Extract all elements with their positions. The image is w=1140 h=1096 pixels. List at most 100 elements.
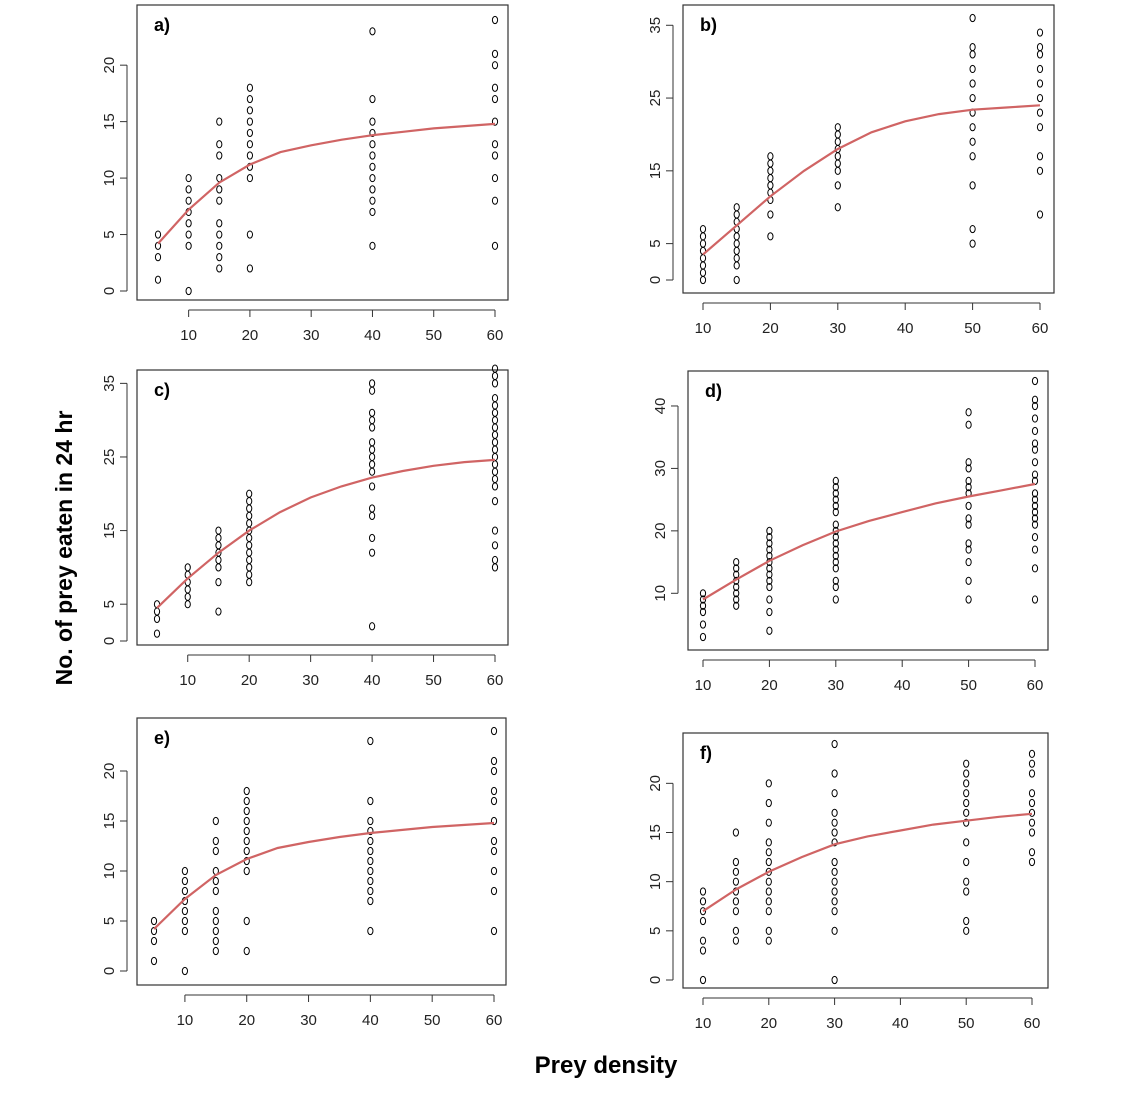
data-point [832, 532, 839, 542]
data-point [491, 563, 499, 572]
data-point [216, 117, 223, 126]
data-point [491, 49, 499, 58]
data-point [216, 230, 223, 239]
data-point [491, 445, 499, 454]
data-point [699, 601, 707, 610]
y-tick-label: 5 [647, 927, 664, 935]
data-point [733, 570, 740, 579]
data-point [491, 15, 499, 25]
panel-d: 10 20 30 40 50 60 10 20 30 40 d) [652, 370, 1049, 694]
data-point [154, 230, 162, 239]
data-point [831, 818, 838, 827]
data-point [969, 224, 976, 234]
data-point [766, 626, 773, 635]
data-point [969, 43, 976, 52]
x-tick-label: 40 [362, 1012, 379, 1029]
data-point [834, 130, 841, 139]
panel-c: 10 20 30 40 50 60 0 5 15 25 35 c) [101, 364, 509, 689]
data-point [733, 601, 740, 610]
data-point [1028, 818, 1036, 827]
x-tick-label: 40 [364, 672, 381, 689]
y-axis-title: No. of prey eaten in 24 hr [51, 411, 77, 686]
data-point [732, 907, 740, 916]
data-point [491, 196, 499, 205]
data-point [765, 838, 772, 847]
data-point [368, 379, 376, 388]
data-point [1036, 152, 1044, 161]
data-point [181, 866, 189, 876]
data-point [831, 975, 838, 985]
data-point [1036, 93, 1044, 103]
data-point [965, 514, 972, 523]
data-point [181, 916, 189, 926]
fitted-curve [153, 821, 495, 930]
data-point [765, 818, 772, 827]
data-point [491, 117, 499, 126]
data-point [491, 83, 499, 92]
data-point [699, 239, 707, 248]
data-point [1031, 439, 1039, 448]
data-point [733, 564, 740, 573]
data-point [490, 886, 498, 896]
data-point [1031, 495, 1039, 504]
data-point [1036, 64, 1044, 74]
y-tick-label: 15 [101, 522, 118, 539]
data-point [965, 520, 972, 529]
data-point [216, 151, 223, 160]
fitted-curve [702, 104, 1041, 256]
data-point [368, 445, 376, 454]
data-point [699, 897, 707, 906]
data-point [243, 836, 250, 846]
data-point [368, 482, 376, 491]
data-point [1028, 789, 1036, 798]
y-tick-label: 20 [101, 57, 118, 74]
data-point [246, 140, 254, 149]
data-point [1031, 489, 1039, 498]
y-tick-label: 35 [101, 375, 118, 392]
data-point [491, 460, 499, 469]
data-point [491, 393, 499, 403]
x-tick-label: 50 [425, 672, 442, 689]
data-point [831, 769, 838, 778]
data-point [246, 128, 254, 138]
x-tick-label: 10 [695, 1015, 712, 1032]
data-point [699, 620, 707, 629]
data-point [490, 766, 498, 776]
y-tick-label: 20 [647, 775, 664, 792]
data-point [1031, 532, 1039, 542]
y-tick-label: 0 [101, 967, 118, 975]
data-point [1036, 50, 1044, 59]
data-point [243, 826, 250, 836]
data-point [491, 408, 499, 417]
x-tick-label: 20 [241, 672, 258, 689]
x-tick-label: 60 [486, 1012, 503, 1029]
data-point [369, 128, 376, 138]
data-point [216, 185, 223, 194]
x-tick-label: 10 [695, 320, 712, 337]
data-point [834, 166, 841, 175]
data-point [733, 239, 740, 248]
data-point [965, 458, 972, 467]
data-point [368, 416, 376, 425]
data-point [184, 592, 191, 601]
y-tick-label: 0 [101, 637, 118, 645]
data-point [767, 166, 774, 175]
data-point [491, 151, 499, 160]
data-point [368, 511, 376, 520]
y-tick-label: 5 [101, 917, 118, 925]
data-point [766, 545, 773, 554]
fitted-curve [702, 482, 1036, 601]
y-tick-label: 35 [647, 17, 664, 34]
data-point [1031, 545, 1039, 554]
data-point [491, 526, 499, 535]
data-point [369, 207, 376, 217]
data-point [185, 173, 192, 183]
data-point [765, 926, 772, 935]
data-point [765, 857, 772, 867]
data-point [150, 916, 158, 926]
data-point [243, 796, 250, 806]
data-point [831, 789, 838, 798]
data-point [963, 808, 970, 817]
x-tick-label: 20 [238, 1012, 255, 1029]
data-point [246, 230, 254, 239]
